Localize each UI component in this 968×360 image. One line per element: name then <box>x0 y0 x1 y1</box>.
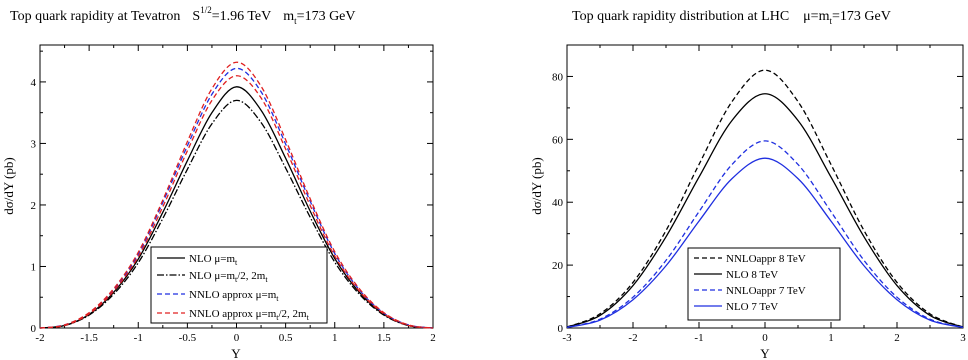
x-tick-label: -0.5 <box>179 332 197 344</box>
x-tick-label: 2 <box>894 332 900 344</box>
series-line-0 <box>39 86 434 329</box>
y-tick-label: 0 <box>558 323 564 335</box>
series-line-0 <box>566 69 964 328</box>
x-axis-label: Y <box>231 346 241 360</box>
x-tick-label: -1 <box>134 332 143 344</box>
axis-ticks: -3 -2 -1 0 1 2 3 0 20 40 60 80 <box>552 44 966 344</box>
x-tick-label: 0.5 <box>279 332 293 344</box>
x-tick-label: 3 <box>960 332 966 344</box>
chart-title: Top quark rapidity distribution at LHC μ=… <box>572 9 891 26</box>
y-tick-label: 3 <box>31 138 37 150</box>
series-line-3 <box>39 61 434 329</box>
x-tick-label: 1.5 <box>377 332 391 344</box>
legend-entry: NLO μ=mt/2, 2mt <box>189 270 268 284</box>
legend-box <box>687 247 841 321</box>
legend-box <box>150 246 328 324</box>
x-tick-label: 1 <box>828 332 834 344</box>
series-line-2 <box>566 140 964 329</box>
y-axis-label: dσ/dY (pb) <box>1 157 16 214</box>
x-tick-label: -2 <box>35 332 44 344</box>
x-tick-label: -3 <box>562 332 572 344</box>
series-line-4 <box>39 75 434 329</box>
x-tick-label: -1.5 <box>80 332 98 344</box>
legend-entry: NLO 7 TeV <box>726 301 778 313</box>
legend-entry: NNLOappr 8 TeV <box>726 253 806 265</box>
series-line-1 <box>39 99 434 329</box>
legend-entry: NLO μ=mt <box>189 253 238 267</box>
x-tick-label: 1 <box>332 332 338 344</box>
series-line-1 <box>566 93 964 328</box>
legend-entry: NNLO approx μ=mt <box>189 289 279 303</box>
y-tick-label: 4 <box>31 77 37 89</box>
legend: NLO μ=mt NLO μ=mt/2, 2mt NNLO approx μ=m… <box>150 246 328 324</box>
y-tick-label: 80 <box>552 71 564 83</box>
series-curves <box>566 69 964 329</box>
x-axis-label: Y <box>760 346 770 360</box>
y-tick-label: 60 <box>552 134 564 146</box>
series-curves <box>39 61 434 329</box>
y-axis-label: dσ/dY (pb) <box>529 157 544 214</box>
chart-title: Top quark rapidity at Tevatron S1/2=1.96 … <box>10 5 356 26</box>
lhc-rapidity-chart: Top quark rapidity distribution at LHC μ=… <box>529 9 966 360</box>
legend: NNLOappr 8 TeV NLO 8 TeV NNLOappr 7 TeV … <box>687 247 841 321</box>
series-line-3 <box>566 157 964 329</box>
x-tick-label: -2 <box>628 332 637 344</box>
legend-entry: NLO 8 TeV <box>726 269 778 281</box>
x-tick-label: 0 <box>234 332 240 344</box>
legend-entry: NNLO approx μ=mt/2, 2mt <box>189 308 310 322</box>
tevatron-rapidity-chart: Top quark rapidity at Tevatron S1/2=1.96 … <box>1 5 436 360</box>
x-tick-label: 2 <box>430 332 436 344</box>
x-tick-label: -1 <box>694 332 703 344</box>
axis-ticks: -2 -1.5 -1 -0.5 0 0.5 1 1.5 2 0 1 2 3 4 <box>31 45 436 344</box>
x-tick-label: 0 <box>762 332 768 344</box>
y-tick-label: 1 <box>31 261 37 273</box>
series-line-2 <box>39 67 434 329</box>
y-tick-label: 2 <box>31 200 37 212</box>
legend-entry: NNLOappr 7 TeV <box>726 285 806 297</box>
y-tick-label: 0 <box>31 323 37 335</box>
y-tick-label: 20 <box>552 260 564 272</box>
y-tick-label: 40 <box>552 197 564 209</box>
